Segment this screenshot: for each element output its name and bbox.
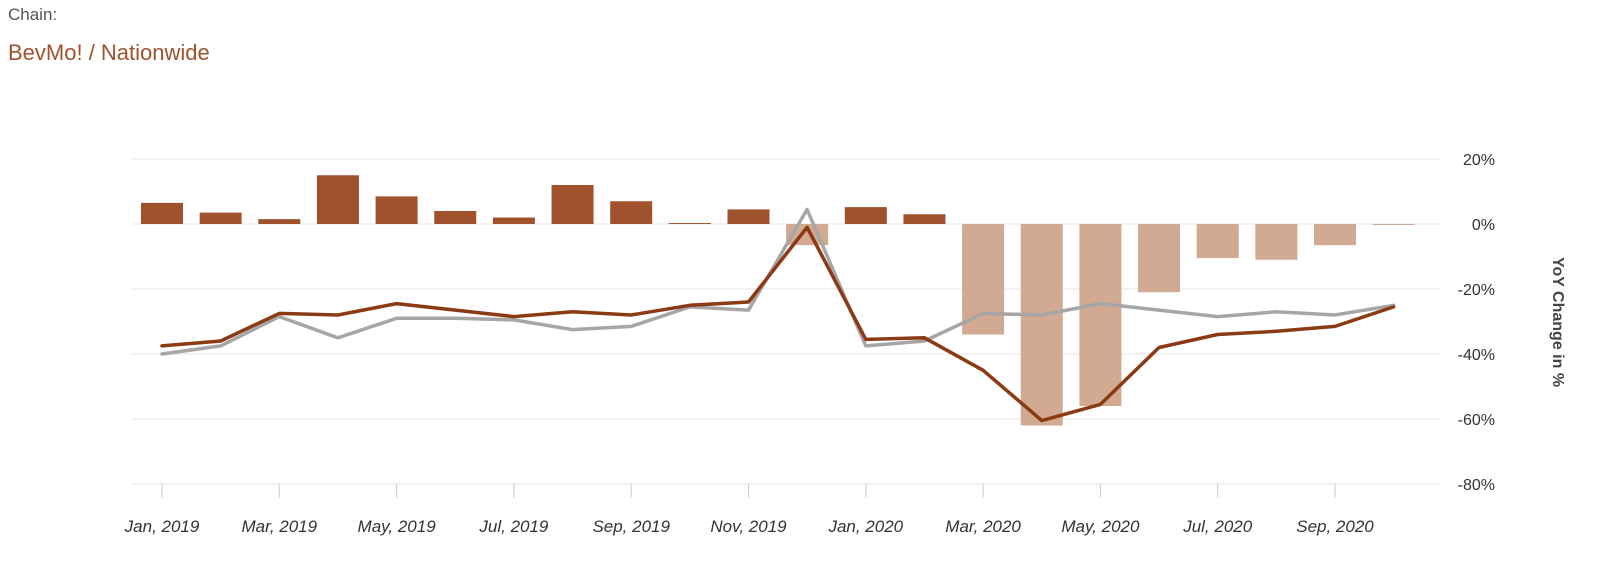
- bar[interactable]: [141, 202, 183, 224]
- x-tick-label: May, 2019: [358, 517, 437, 536]
- y-axis-label: YoY Change in %: [1549, 257, 1566, 387]
- bar[interactable]: [1255, 224, 1298, 260]
- chain-label: Chain:: [8, 5, 58, 24]
- bar[interactable]: [1020, 224, 1063, 426]
- x-tick-label: Mar, 2020: [945, 517, 1021, 536]
- bar[interactable]: [258, 219, 301, 224]
- y-tick-label: -60%: [1458, 412, 1495, 429]
- x-tick-label: Jan, 2020: [827, 517, 903, 536]
- bar[interactable]: [1079, 224, 1122, 406]
- line-series: [160, 207, 1396, 423]
- bar[interactable]: [903, 214, 946, 224]
- bar[interactable]: [551, 185, 594, 224]
- x-tick-label: Jul, 2019: [478, 517, 549, 536]
- x-tick-label: Sep, 2019: [592, 517, 670, 536]
- bar[interactable]: [1138, 224, 1181, 293]
- x-tick-label: Jul, 2020: [1182, 517, 1253, 536]
- bar[interactable]: [668, 223, 711, 225]
- bar[interactable]: [1372, 224, 1415, 225]
- x-axis-ticks: Jan, 2019 Mar, 2019 May, 2019 Jul, 2019 Sep,…: [124, 484, 1374, 536]
- bar[interactable]: [375, 196, 418, 224]
- bar[interactable]: [1196, 224, 1239, 259]
- bar[interactable]: [199, 212, 242, 224]
- bar[interactable]: [962, 224, 1005, 335]
- bar[interactable]: [316, 175, 359, 224]
- bar[interactable]: [492, 217, 535, 225]
- y-axis-ticks: 20% 0% -20% -40% -60% -80%: [1458, 152, 1495, 494]
- bar[interactable]: [1314, 224, 1356, 246]
- y-tick-label: 0%: [1472, 217, 1495, 234]
- bar[interactable]: [727, 209, 770, 224]
- chain-line[interactable]: [160, 225, 1396, 423]
- y-tick-label: -80%: [1458, 477, 1495, 494]
- bar[interactable]: [434, 211, 477, 224]
- x-tick-label: Jan, 2019: [124, 517, 200, 536]
- bar-series: [141, 175, 1415, 426]
- x-tick-label: May, 2020: [1061, 517, 1140, 536]
- x-tick-label: Mar, 2019: [241, 517, 317, 536]
- chain-name[interactable]: BevMo! / Nationwide: [8, 40, 210, 65]
- y-tick-label: -40%: [1458, 347, 1495, 364]
- y-tick-label: -20%: [1458, 282, 1495, 299]
- x-tick-label: Sep, 2020: [1296, 517, 1374, 536]
- bar[interactable]: [610, 201, 653, 224]
- benchmark-line[interactable]: [160, 207, 1396, 356]
- x-tick-label: Nov, 2019: [710, 517, 787, 536]
- y-tick-label: 20%: [1463, 152, 1495, 169]
- bar[interactable]: [844, 207, 887, 224]
